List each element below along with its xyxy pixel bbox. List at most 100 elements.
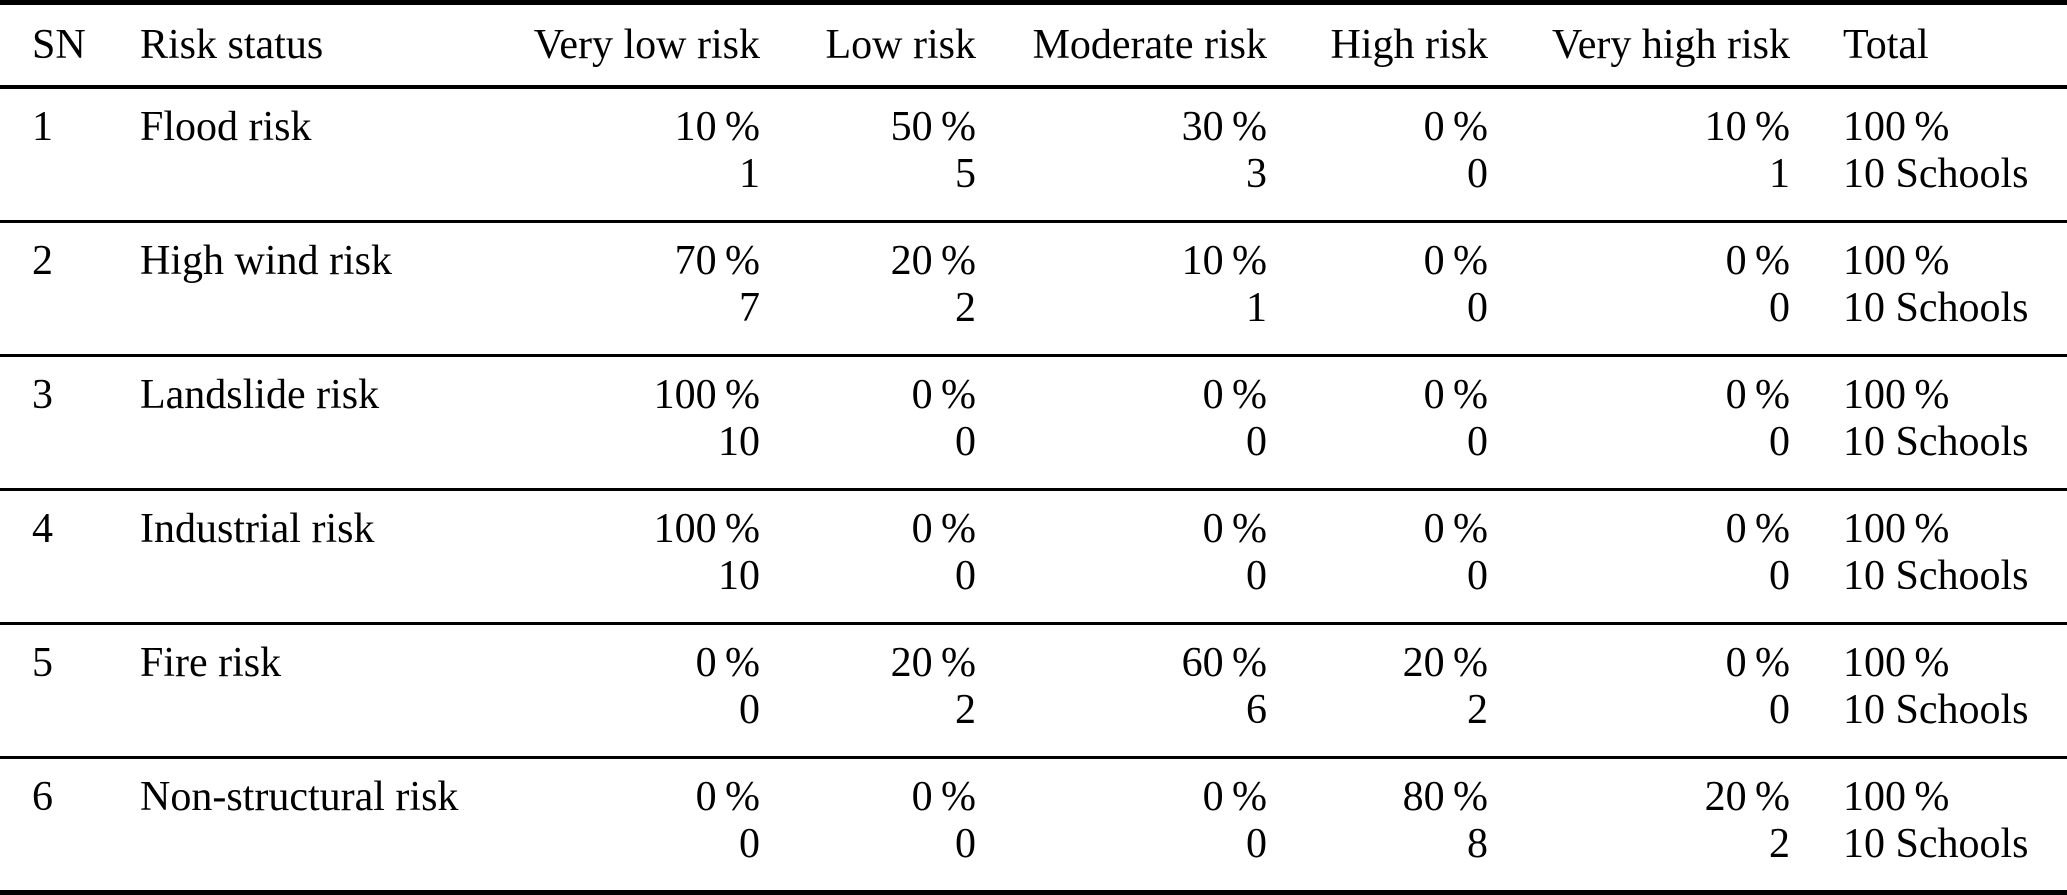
cell-sn: 6: [0, 758, 110, 893]
table-row: 1 Flood risk 10 % 1 50 % 5 30 % 3 0 % 0 …: [0, 87, 2067, 222]
cell-total: 100 % 10 Schools: [1790, 356, 2067, 490]
risk-status-value: Fire risk: [140, 640, 282, 686]
count-value: 1: [739, 151, 760, 197]
percent-value: 20 %: [1402, 640, 1488, 686]
total-count-value: 10 Schools: [1843, 553, 2029, 599]
cell-very-low-risk: 10 % 1: [510, 87, 760, 222]
count-value: 0: [739, 821, 760, 867]
table-row: 6 Non-structural risk 0 % 0 0 % 0 0 % 0 …: [0, 758, 2067, 893]
cell-moderate-risk: 0 % 0: [976, 356, 1267, 490]
cell-very-high-risk: 0 % 0: [1488, 490, 1790, 624]
cell-very-low-risk: 70 % 7: [510, 222, 760, 356]
count-value: 0: [955, 419, 976, 465]
percent-value: 0 %: [1725, 640, 1790, 686]
count-value: 8: [1467, 821, 1488, 867]
percent-value: 20 %: [890, 238, 976, 284]
cell-high-risk: 0 % 0: [1267, 87, 1488, 222]
percent-value: 50 %: [890, 104, 976, 150]
count-value: 0: [1246, 821, 1267, 867]
col-header-very-high-risk: Very high risk: [1552, 22, 1790, 68]
percent-value: 0 %: [1423, 104, 1488, 150]
percent-value: 0 %: [1202, 774, 1267, 820]
cell-moderate-risk: 30 % 3: [976, 87, 1267, 222]
cell-moderate-risk: 10 % 1: [976, 222, 1267, 356]
percent-value: 0 %: [911, 506, 976, 552]
total-count-value: 10 Schools: [1843, 687, 2029, 733]
percent-value: 10 %: [674, 104, 760, 150]
percent-value: 10 %: [1181, 238, 1267, 284]
header-row: SN Risk status Very low risk Low risk Mo…: [0, 3, 2067, 87]
count-value: 2: [955, 285, 976, 331]
percent-value: 0 %: [1725, 238, 1790, 284]
cell-total: 100 % 10 Schools: [1790, 624, 2067, 758]
count-value: 0: [1769, 419, 1790, 465]
cell-risk-status: Landslide risk: [110, 356, 510, 490]
cell-moderate-risk: 0 % 0: [976, 490, 1267, 624]
cell-total: 100 % 10 Schools: [1790, 758, 2067, 893]
count-value: 0: [1246, 419, 1267, 465]
cell-low-risk: 20 % 2: [760, 624, 976, 758]
percent-value: 0 %: [1423, 238, 1488, 284]
total-count-value: 10 Schools: [1843, 419, 2029, 465]
total-percent-value: 100 %: [1843, 104, 1950, 150]
sn-value: 6: [32, 774, 53, 820]
cell-sn: 5: [0, 624, 110, 758]
cell-sn: 2: [0, 222, 110, 356]
percent-value: 10 %: [1704, 104, 1790, 150]
total-percent-value: 100 %: [1843, 506, 1950, 552]
table-row: 5 Fire risk 0 % 0 20 % 2 60 % 6 20 % 2 0…: [0, 624, 2067, 758]
percent-value: 0 %: [1725, 372, 1790, 418]
cell-high-risk: 80 % 8: [1267, 758, 1488, 893]
count-value: 10: [718, 419, 760, 465]
count-value: 0: [955, 553, 976, 599]
count-value: 1: [1246, 285, 1267, 331]
count-value: 0: [1467, 151, 1488, 197]
cell-total: 100 % 10 Schools: [1790, 222, 2067, 356]
percent-value: 0 %: [1423, 372, 1488, 418]
count-value: 2: [1769, 821, 1790, 867]
percent-value: 0 %: [911, 372, 976, 418]
percent-value: 0 %: [1423, 506, 1488, 552]
cell-very-low-risk: 0 % 0: [510, 624, 760, 758]
count-value: 0: [1769, 553, 1790, 599]
cell-low-risk: 0 % 0: [760, 490, 976, 624]
count-value: 0: [1467, 285, 1488, 331]
cell-very-low-risk: 100 % 10: [510, 490, 760, 624]
cell-risk-status: High wind risk: [110, 222, 510, 356]
col-header-total: Total: [1843, 22, 1929, 68]
percent-value: 20 %: [1704, 774, 1790, 820]
col-header-risk-status: Risk status: [140, 22, 324, 68]
cell-high-risk: 20 % 2: [1267, 624, 1488, 758]
col-header-high-risk: High risk: [1330, 22, 1489, 68]
count-value: 0: [1769, 687, 1790, 733]
percent-value: 0 %: [1725, 506, 1790, 552]
cell-risk-status: Industrial risk: [110, 490, 510, 624]
count-value: 2: [955, 687, 976, 733]
cell-risk-status: Non-structural risk: [110, 758, 510, 893]
cell-moderate-risk: 0 % 0: [976, 758, 1267, 893]
percent-value: 0 %: [695, 640, 760, 686]
count-value: 6: [1246, 687, 1267, 733]
percent-value: 20 %: [890, 640, 976, 686]
cell-risk-status: Flood risk: [110, 87, 510, 222]
count-value: 0: [955, 821, 976, 867]
cell-sn: 3: [0, 356, 110, 490]
cell-risk-status: Fire risk: [110, 624, 510, 758]
percent-value: 0 %: [911, 774, 976, 820]
percent-value: 0 %: [1202, 506, 1267, 552]
risk-status-value: Industrial risk: [140, 506, 375, 552]
percent-value: 80 %: [1402, 774, 1488, 820]
cell-very-high-risk: 0 % 0: [1488, 222, 1790, 356]
cell-high-risk: 0 % 0: [1267, 222, 1488, 356]
count-value: 3: [1246, 151, 1267, 197]
count-value: 0: [1467, 419, 1488, 465]
cell-high-risk: 0 % 0: [1267, 356, 1488, 490]
sn-value: 1: [32, 104, 53, 150]
cell-low-risk: 20 % 2: [760, 222, 976, 356]
cell-very-high-risk: 20 % 2: [1488, 758, 1790, 893]
percent-value: 0 %: [1202, 372, 1267, 418]
percent-value: 100 %: [653, 372, 760, 418]
cell-very-low-risk: 100 % 10: [510, 356, 760, 490]
table-row: 4 Industrial risk 100 % 10 0 % 0 0 % 0 0…: [0, 490, 2067, 624]
